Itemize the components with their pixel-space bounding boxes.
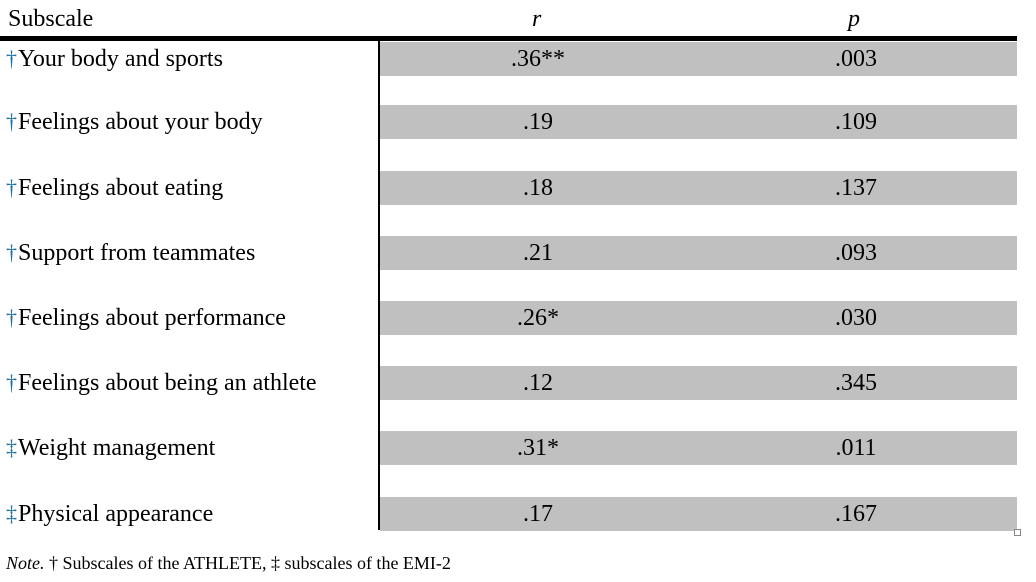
subscale-name: Support from teammates	[18, 240, 256, 266]
table-resize-handle[interactable]	[1014, 529, 1021, 536]
row-shading	[380, 42, 1017, 76]
subscale-name: Physical appearance	[18, 501, 214, 527]
p-value: .167	[835, 501, 877, 527]
dagger-mark: †	[6, 109, 17, 134]
subscale-label: ‡Weight management	[6, 431, 215, 465]
r-value: .19	[523, 109, 553, 135]
header-rule	[0, 36, 1017, 41]
subscale-label: †Feelings about being an athlete	[6, 366, 317, 400]
p-value: .011	[835, 435, 877, 461]
row-shading	[380, 497, 1017, 531]
dagger-mark: ‡	[6, 501, 17, 526]
r-value: .21	[523, 240, 553, 266]
r-value: .12	[523, 370, 553, 396]
dagger-mark: †	[6, 240, 17, 265]
subscale-name: Feelings about eating	[18, 175, 224, 201]
dagger-mark: †	[6, 46, 17, 71]
table-row: †Support from teammates .21 .093	[0, 236, 1017, 270]
subscale-label: †Your body and sports	[6, 42, 223, 76]
column-divider	[378, 36, 380, 530]
row-shading	[380, 301, 1017, 335]
subscale-name: Feelings about performance	[18, 305, 286, 331]
p-value: .109	[835, 109, 877, 135]
subscale-label: ‡Physical appearance	[6, 497, 213, 531]
table-row: †Your body and sports .36** .003	[0, 42, 1017, 76]
table-row: †Feelings about your body .19 .109	[0, 105, 1017, 139]
r-value: .17	[523, 501, 553, 527]
r-value: .31*	[517, 435, 559, 461]
subscale-name: Your body and sports	[18, 46, 223, 72]
r-value: .36**	[511, 46, 565, 72]
note-text: † Subscales of the ATHLETE, ‡ subscales …	[44, 553, 451, 573]
row-shading	[380, 105, 1017, 139]
r-value: .18	[523, 175, 553, 201]
note-lead: Note.	[6, 553, 45, 573]
subscale-name: Weight management	[18, 435, 216, 461]
table-row: †Feelings about being an athlete .12 .345	[0, 366, 1017, 400]
r-value: .26*	[517, 305, 559, 331]
p-value: .093	[835, 240, 877, 266]
table-row: ‡Weight management .31* .011	[0, 431, 1017, 465]
dagger-mark: ‡	[6, 435, 17, 460]
p-value: .003	[835, 46, 877, 72]
subscale-name: Feelings about your body	[18, 109, 263, 135]
table-row: †Feelings about performance .26* .030	[0, 301, 1017, 335]
p-value: .030	[835, 305, 877, 331]
table-row: ‡Physical appearance .17 .167	[0, 497, 1017, 531]
p-value: .345	[835, 370, 877, 396]
subscale-label: †Feelings about your body	[6, 105, 263, 139]
subscale-name: Feelings about being an athlete	[18, 370, 317, 396]
row-shading	[380, 171, 1017, 205]
header-subscale: Subscale	[8, 6, 94, 32]
dagger-mark: †	[6, 305, 17, 330]
header-p: p	[848, 6, 860, 32]
subscale-label: †Support from teammates	[6, 236, 255, 270]
header-r: r	[532, 6, 542, 32]
subscale-label: †Feelings about performance	[6, 301, 286, 335]
table-row: †Feelings about eating .18 .137	[0, 171, 1017, 205]
row-shading	[380, 236, 1017, 270]
table-note: Note. † Subscales of the ATHLETE, ‡ subs…	[6, 551, 451, 575]
subscale-label: †Feelings about eating	[6, 171, 223, 205]
dagger-mark: †	[6, 175, 17, 200]
row-shading	[380, 431, 1017, 465]
dagger-mark: †	[6, 370, 17, 395]
p-value: .137	[835, 175, 877, 201]
row-shading	[380, 366, 1017, 400]
